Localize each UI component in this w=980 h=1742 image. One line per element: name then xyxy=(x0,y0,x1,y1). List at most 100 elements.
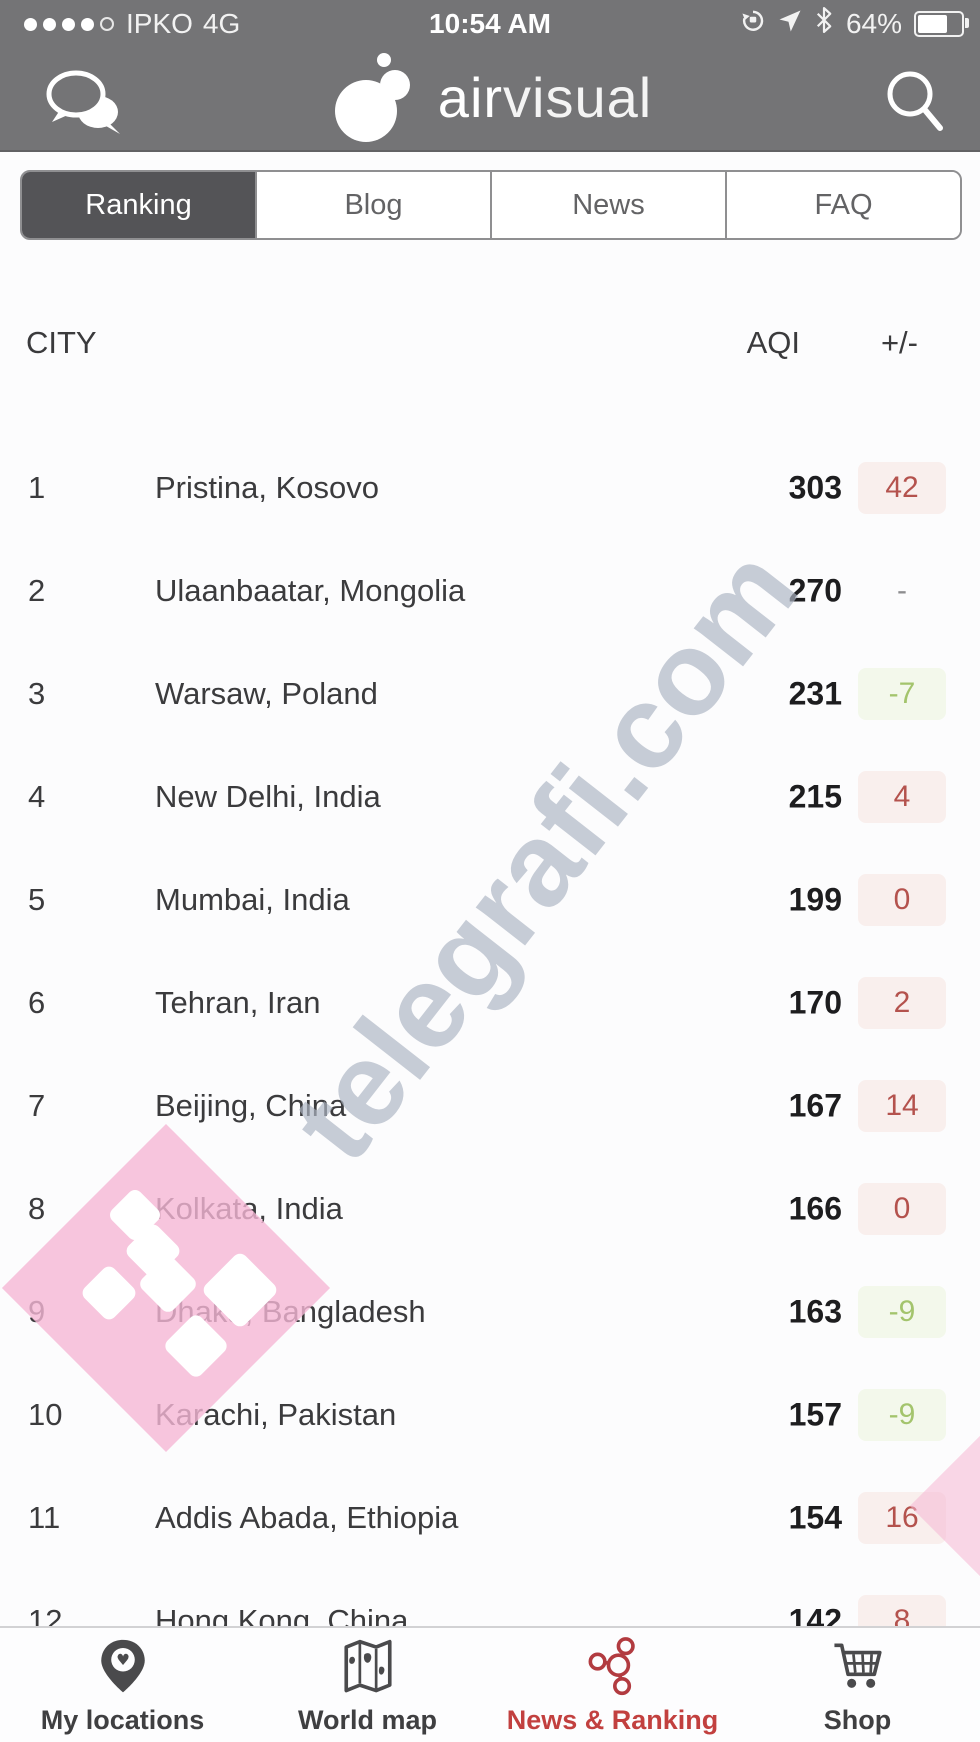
ranking-row[interactable]: 4 New Delhi, India 215 4 xyxy=(0,745,980,848)
aqi-value: 163 xyxy=(788,1293,842,1329)
aqi-value: 154 xyxy=(788,1499,842,1535)
change-value: -9 xyxy=(858,1285,946,1338)
app-header: airvisual xyxy=(0,46,980,148)
chat-bubbles-icon[interactable] xyxy=(36,60,132,140)
change-value: -9 xyxy=(858,1388,946,1441)
nav-label: My locations xyxy=(40,1705,205,1735)
tab-faq[interactable]: FAQ xyxy=(727,172,960,238)
search-icon[interactable] xyxy=(880,64,948,136)
city-name: Kolkata, India xyxy=(155,1190,343,1226)
rank-number: 12 xyxy=(28,1602,63,1629)
city-name: Addis Abada, Ethiopia xyxy=(155,1499,459,1535)
airvisual-balloon-icon xyxy=(334,53,410,142)
shopping-cart-icon xyxy=(829,1636,887,1703)
aqi-value: 166 xyxy=(788,1190,842,1226)
city-name: Dhaka, Bangladesh xyxy=(155,1293,426,1329)
aqi-value: 142 xyxy=(788,1602,842,1628)
ranking-row[interactable]: 11 Addis Abada, Ethiopia 154 16 xyxy=(0,1466,980,1569)
city-name: Warsaw, Poland xyxy=(155,675,378,711)
change-value: -7 xyxy=(858,667,946,720)
city-name: Mumbai, India xyxy=(155,881,350,917)
rank-number: 7 xyxy=(28,1087,46,1123)
ranking-row[interactable]: 12 Hong Kong, China 142 8 xyxy=(0,1569,980,1628)
carrier-label: IPKO xyxy=(126,8,193,39)
change-value: - xyxy=(897,573,907,607)
clock-label: 10:54 AM xyxy=(429,8,551,39)
change-value: 2 xyxy=(858,976,946,1029)
ranking-list-header: CITY AQI +/- xyxy=(0,325,980,369)
logo-wordmark: airvisual xyxy=(437,65,653,129)
rank-number: 9 xyxy=(28,1293,46,1329)
svg-text:♥: ♥ xyxy=(116,1651,130,1669)
rank-number: 4 xyxy=(28,778,46,814)
city-name: Hong Kong, China xyxy=(155,1602,409,1629)
change-value: 0 xyxy=(858,1182,946,1235)
city-name: Tehran, Iran xyxy=(155,984,321,1020)
ranking-row[interactable]: 9 Dhaka, Bangladesh 163 -9 xyxy=(0,1260,980,1363)
segmented-tab-bar: Ranking Blog News FAQ xyxy=(20,170,962,240)
top-bar: IPKO 4G 10:54 AM 64% xyxy=(0,0,980,152)
rank-number: 6 xyxy=(28,984,46,1020)
aqi-value: 215 xyxy=(788,778,842,814)
column-header-change: +/- xyxy=(880,325,918,360)
aqi-value: 199 xyxy=(788,881,842,917)
folded-map-icon xyxy=(339,1636,397,1703)
column-header-aqi: AQI xyxy=(746,325,800,360)
nav-label: Shop xyxy=(823,1705,892,1735)
city-name: Karachi, Pakistan xyxy=(155,1396,397,1432)
nav-news-ranking[interactable]: News & Ranking xyxy=(490,1628,735,1742)
molecule-icon xyxy=(584,1636,642,1703)
rank-number: 8 xyxy=(28,1190,46,1226)
map-pin-heart-icon: ♥ xyxy=(94,1636,152,1703)
nav-label: World map xyxy=(297,1705,437,1735)
aqi-value: 170 xyxy=(788,984,842,1020)
city-name: Beijing, China xyxy=(155,1087,347,1123)
aqi-value: 167 xyxy=(788,1087,842,1123)
ranking-row[interactable]: 8 Kolkata, India 166 0 xyxy=(0,1157,980,1260)
column-header-city: CITY xyxy=(26,325,97,360)
ranking-row[interactable]: 5 Mumbai, India 199 0 xyxy=(0,848,980,951)
tab-blog[interactable]: Blog xyxy=(257,172,492,238)
status-bar: IPKO 4G 10:54 AM 64% xyxy=(0,0,980,46)
change-value: 4 xyxy=(858,770,946,823)
status-right: 64% xyxy=(740,6,969,41)
aqi-value: 270 xyxy=(788,572,842,608)
aqi-value: 303 xyxy=(788,469,842,505)
ranking-row[interactable]: 3 Warsaw, Poland 231 -7 xyxy=(0,642,980,745)
change-value: 42 xyxy=(858,461,946,514)
change-value: 0 xyxy=(858,873,946,926)
ranking-list: 1 Pristina, Kosovo 303 42 2 Ulaanbaatar,… xyxy=(0,436,980,1628)
city-name: Pristina, Kosovo xyxy=(155,469,379,505)
bottom-nav-bar: ♥ My locations World map xyxy=(0,1626,980,1742)
city-name: New Delhi, India xyxy=(155,778,381,814)
rank-number: 1 xyxy=(28,469,46,505)
nav-label: News & Ranking xyxy=(506,1705,719,1735)
nav-world-map[interactable]: World map xyxy=(245,1628,490,1742)
ranking-row[interactable]: 10 Karachi, Pakistan 157 -9 xyxy=(0,1363,980,1466)
ranking-row[interactable]: 6 Tehran, Iran 170 2 xyxy=(0,951,980,1054)
battery-icon xyxy=(914,10,969,37)
nav-shop[interactable]: Shop xyxy=(735,1628,980,1742)
status-left: IPKO 4G xyxy=(24,8,240,40)
location-arrow-icon xyxy=(778,8,802,40)
aqi-value: 157 xyxy=(788,1396,842,1432)
rank-number: 2 xyxy=(28,572,46,608)
tab-ranking[interactable]: Ranking xyxy=(22,172,257,238)
network-type-label: 4G xyxy=(202,8,241,39)
aqi-value: 231 xyxy=(788,675,842,711)
ranking-row[interactable]: 1 Pristina, Kosovo 303 42 xyxy=(0,436,980,539)
change-value: 14 xyxy=(858,1079,946,1132)
ranking-row[interactable]: 7 Beijing, China 167 14 xyxy=(0,1054,980,1157)
change-value: 8 xyxy=(858,1594,946,1628)
bluetooth-icon xyxy=(814,6,834,41)
nav-my-locations[interactable]: ♥ My locations xyxy=(0,1628,245,1742)
tab-news[interactable]: News xyxy=(492,172,727,238)
change-value: 16 xyxy=(858,1491,946,1544)
ranking-row[interactable]: 2 Ulaanbaatar, Mongolia 270 - xyxy=(0,539,980,642)
rank-number: 5 xyxy=(28,881,46,917)
orientation-lock-icon xyxy=(740,7,766,40)
rank-number: 3 xyxy=(28,675,46,711)
rank-number: 10 xyxy=(28,1396,63,1432)
rank-number: 11 xyxy=(28,1499,61,1535)
battery-percent-label: 64% xyxy=(845,7,902,39)
